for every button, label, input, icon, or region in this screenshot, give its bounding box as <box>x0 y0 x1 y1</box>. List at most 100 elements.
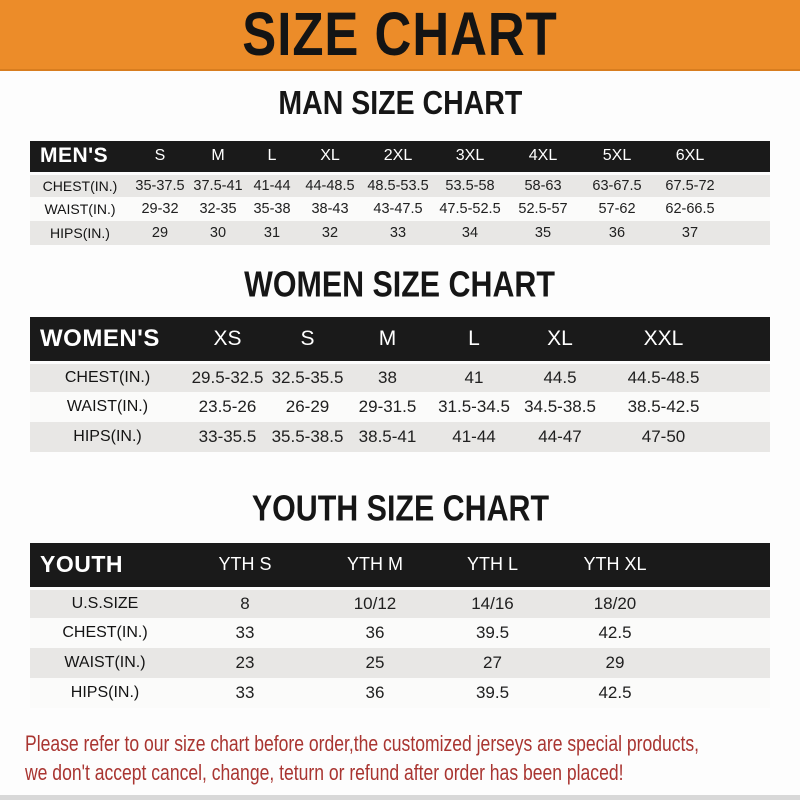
size-value-cell: 36 <box>365 683 385 702</box>
size-value-cell: 34 <box>461 225 479 241</box>
men-table-label: MEN'S <box>40 144 109 168</box>
row-label: CHEST(IN.) <box>30 360 185 392</box>
size-value-cell: 41-44 <box>452 427 496 446</box>
column-header: 2XL <box>383 147 413 165</box>
disclaimer-line-1: Please refer to our size chart before or… <box>25 731 700 756</box>
size-value-cell: 33 <box>389 225 407 241</box>
size-value-cell: 57-62 <box>598 201 636 217</box>
women-table-label: WOMEN'S <box>40 324 160 352</box>
size-value-cell: 29.5-32.5 <box>185 360 270 392</box>
size-value-cell: 38-43 <box>311 201 349 217</box>
row-label: WAIST(IN.) <box>66 398 149 415</box>
bottom-edge-strip <box>0 795 800 800</box>
size-value-cell: 53.5-58 <box>434 171 506 197</box>
row-filler <box>685 678 770 708</box>
row-label: CHEST(IN.) <box>62 624 148 641</box>
table-row: CHEST(IN.) 33 36 39.5 42.5 <box>30 618 770 648</box>
size-value-cell: 10/12 <box>310 586 440 618</box>
row-filler <box>725 392 770 422</box>
table-row: HIPS(IN.) 33-35.5 35.5-38.5 38.5-41 41-44 44-… <box>30 422 770 452</box>
size-value-cell: 38 <box>345 360 430 392</box>
size-value-cell: 63-67.5 <box>580 171 654 197</box>
header-filler <box>725 317 770 362</box>
man-section-heading: MAN SIZE CHART <box>0 84 800 122</box>
table-row: HIPS(IN.) 33 36 39.5 42.5 <box>30 678 770 708</box>
table-row: HIPS(IN.) 29 30 31 32 33 34 35 36 37 <box>30 221 770 245</box>
womens-size-table: WOMEN'S XS S M L XL XXL CHEST(IN.) 29.5-32.5 32.5… <box>30 317 770 452</box>
size-value-cell: 32 <box>321 225 339 241</box>
column-header: 5XL <box>602 147 632 165</box>
column-header: XL <box>320 147 340 165</box>
size-value-cell: 39.5 <box>475 683 510 702</box>
youth-header-row: YOUTH YTH S YTH M YTH L YTH XL <box>30 543 770 588</box>
row-filler <box>726 221 770 245</box>
size-value-cell: 26-29 <box>285 397 330 416</box>
size-value-cell: 44-47 <box>538 427 582 446</box>
size-value-cell: 33-35.5 <box>198 427 257 446</box>
column-header: S <box>300 326 315 350</box>
size-value-cell: 27 <box>483 653 502 672</box>
men-header-row: MEN'S S M L XL 2XL 3XL 4XL 5XL 6XL <box>30 141 770 173</box>
row-label: CHEST(IN.) <box>30 171 130 197</box>
women-section-heading: WOMEN SIZE CHART <box>0 263 800 305</box>
size-value-cell: 58-63 <box>506 171 580 197</box>
column-header: 3XL <box>455 147 485 165</box>
table-row: U.S.SIZE 8 10/12 14/16 18/20 <box>30 586 770 618</box>
size-value-cell: 32-35 <box>199 201 237 217</box>
row-filler <box>726 171 770 197</box>
table-row: WAIST(IN.) 23.5-26 26-29 29-31.5 31.5-34.5 34… <box>30 392 770 422</box>
column-header: M <box>378 326 397 350</box>
size-value-cell: 31.5-34.5 <box>438 397 510 416</box>
size-value-cell: 35.5-38.5 <box>271 427 344 446</box>
size-value-cell: 31 <box>263 225 281 241</box>
youth-table-label: YOUTH <box>40 551 123 578</box>
size-value-cell: 8 <box>180 586 310 618</box>
size-value-cell: 44-48.5 <box>298 171 362 197</box>
youth-size-table: YOUTH YTH S YTH M YTH L YTH XL U.S.SIZE 8 10/12… <box>30 543 770 708</box>
size-value-cell: 43-47.5 <box>373 201 423 217</box>
row-label: WAIST(IN.) <box>64 654 146 671</box>
size-value-cell: 47-50 <box>641 427 686 446</box>
size-value-cell: 44.5-48.5 <box>602 360 725 392</box>
size-value-cell: 30 <box>209 225 227 241</box>
row-filler <box>685 648 770 678</box>
size-value-cell: 41 <box>430 360 518 392</box>
size-value-cell: 23.5-26 <box>198 397 257 416</box>
column-header: M <box>211 147 225 165</box>
row-filler <box>726 197 770 221</box>
column-header: 4XL <box>528 147 558 165</box>
size-value-cell: 35-38 <box>253 201 291 217</box>
column-header: YTH M <box>347 554 403 575</box>
size-value-cell: 37 <box>681 225 699 241</box>
row-filler <box>685 586 770 618</box>
header-filler <box>685 543 770 588</box>
table-row: WAIST(IN.) 29-32 32-35 35-38 38-43 43-47.5 47.… <box>30 197 770 221</box>
size-value-cell: 29 <box>151 225 169 241</box>
size-value-cell: 39.5 <box>475 623 510 642</box>
size-chart-banner: SIZE CHART <box>0 0 800 71</box>
size-value-cell: 41-44 <box>246 171 298 197</box>
column-header: S <box>154 147 166 165</box>
size-value-cell: 62-66.5 <box>665 201 715 217</box>
column-header: XXL <box>643 326 684 350</box>
women-heading-text: WOMEN SIZE CHART <box>244 263 556 305</box>
row-label: U.S.SIZE <box>30 586 180 618</box>
size-value-cell: 67.5-72 <box>654 171 726 197</box>
row-label: HIPS(IN.) <box>73 428 142 445</box>
column-header: L <box>267 147 277 165</box>
size-value-cell: 42.5 <box>598 623 632 642</box>
size-value-cell: 48.5-53.5 <box>362 171 434 197</box>
row-label: HIPS(IN.) <box>70 684 140 701</box>
column-header: YTH XL <box>583 554 647 575</box>
column-header: XS <box>213 326 242 350</box>
size-value-cell: 44.5 <box>518 360 602 392</box>
size-value-cell: 29-31.5 <box>358 397 417 416</box>
size-value-cell: 36 <box>365 623 385 642</box>
youth-heading-text: YOUTH SIZE CHART <box>251 487 549 529</box>
man-heading-text: MAN SIZE CHART <box>278 84 522 122</box>
youth-section-heading: YOUTH SIZE CHART <box>0 487 800 529</box>
size-value-cell: 42.5 <box>598 683 632 702</box>
size-value-cell: 37.5-41 <box>190 171 246 197</box>
size-value-cell: 33 <box>235 623 255 642</box>
size-value-cell: 25 <box>365 653 385 672</box>
